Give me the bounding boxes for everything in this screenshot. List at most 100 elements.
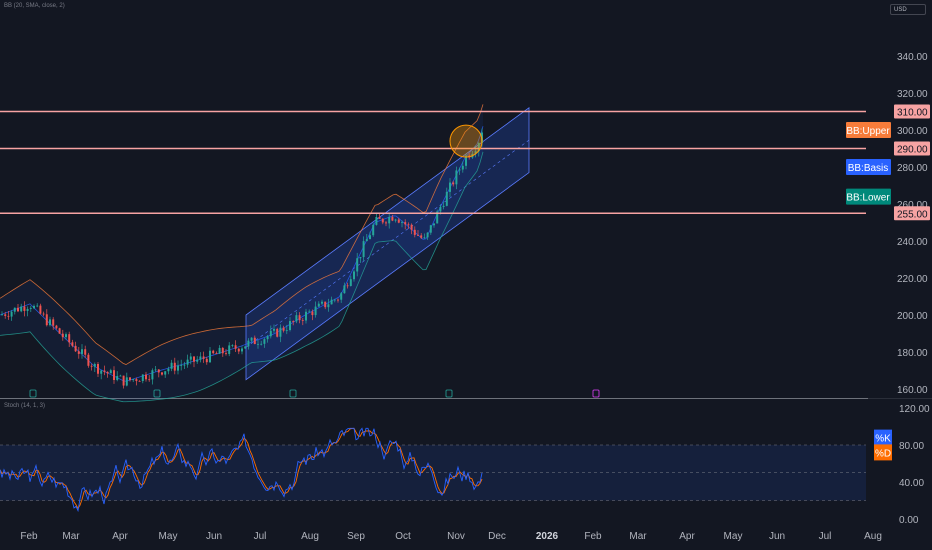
candle-body bbox=[327, 304, 330, 308]
event-marker bbox=[289, 389, 297, 398]
candle-body bbox=[212, 350, 215, 354]
candle-body bbox=[177, 365, 179, 371]
candle-body bbox=[295, 315, 298, 322]
level-price-tag bbox=[894, 141, 930, 156]
candle-body bbox=[218, 347, 221, 354]
candle-body bbox=[340, 293, 343, 300]
candle-body bbox=[7, 315, 10, 317]
candle-body bbox=[13, 307, 16, 312]
y-tick-label: 240.00 bbox=[897, 237, 928, 248]
candle-body bbox=[289, 321, 291, 331]
candle-body bbox=[356, 258, 359, 272]
level-price-label: 255.00 bbox=[897, 209, 928, 220]
candle-body bbox=[135, 379, 138, 381]
candle-body bbox=[301, 320, 304, 321]
candle-body bbox=[151, 370, 154, 380]
x-tick-label: Dec bbox=[488, 531, 506, 542]
band-tag bbox=[846, 159, 891, 175]
candle-body bbox=[52, 319, 55, 326]
candle-body bbox=[369, 235, 371, 240]
candle-body bbox=[337, 299, 339, 301]
candle-body bbox=[180, 365, 183, 366]
candle-body bbox=[311, 311, 314, 316]
candle-body bbox=[461, 165, 464, 170]
x-tick-label: Nov bbox=[447, 531, 465, 542]
stoch-y-tick-label: 40.00 bbox=[899, 478, 924, 489]
candle-body bbox=[161, 372, 163, 375]
candle-body bbox=[17, 307, 19, 312]
candle-body bbox=[266, 336, 269, 340]
channel-midline bbox=[245, 139, 530, 348]
candle-body bbox=[378, 216, 381, 219]
candle-body bbox=[279, 327, 282, 337]
x-tick-label: May bbox=[724, 531, 743, 542]
candle-body bbox=[23, 306, 26, 311]
candle-body bbox=[429, 225, 432, 233]
candle-body bbox=[148, 379, 151, 381]
candle-body bbox=[477, 143, 480, 152]
candle-body bbox=[445, 191, 448, 206]
candle-body bbox=[385, 222, 387, 224]
stoch-series-tag-label: %K bbox=[875, 434, 891, 445]
stoch-y-tick-label: 80.00 bbox=[899, 441, 924, 452]
event-marker bbox=[592, 389, 600, 398]
candle-body bbox=[90, 365, 93, 367]
candle-body bbox=[397, 219, 400, 223]
candle-body bbox=[103, 370, 106, 372]
y-tick-label: 340.00 bbox=[897, 52, 928, 63]
candle-body bbox=[113, 370, 115, 381]
level-price-tag bbox=[894, 206, 930, 221]
x-tick-label: Jun bbox=[206, 531, 222, 542]
x-tick-label: Apr bbox=[112, 531, 128, 542]
x-tick-label: Mar bbox=[629, 531, 647, 542]
band-tag-label: BB:Basis bbox=[848, 163, 889, 174]
candle-body bbox=[250, 337, 253, 341]
candle-body bbox=[119, 375, 122, 377]
bb-indicator-label[interactable]: BB (20, SMA, close, 2) bbox=[4, 3, 65, 9]
candle-body bbox=[452, 182, 455, 185]
candle-body bbox=[154, 369, 157, 371]
candle-body bbox=[55, 325, 58, 329]
stoch-y-tick-label: 0.00 bbox=[899, 515, 919, 526]
candle-body bbox=[333, 299, 336, 301]
bb-basis-line bbox=[0, 126, 484, 382]
candle-body bbox=[84, 349, 87, 355]
candle-body bbox=[157, 369, 160, 373]
candle-body bbox=[349, 279, 352, 286]
stoch-series-tag-label: %D bbox=[875, 448, 891, 459]
candle-body bbox=[45, 314, 48, 326]
candle-body bbox=[68, 334, 71, 343]
candle-body bbox=[257, 343, 259, 345]
currency-badge[interactable]: USD bbox=[890, 4, 926, 15]
candle-body bbox=[106, 371, 109, 374]
candle-body bbox=[394, 219, 397, 221]
x-tick-label: Jul bbox=[819, 531, 832, 542]
candle-body bbox=[205, 358, 208, 363]
candle-body bbox=[237, 348, 240, 352]
candle-body bbox=[71, 342, 74, 346]
candle-body bbox=[321, 301, 323, 304]
event-marker bbox=[445, 389, 453, 398]
band-tag bbox=[846, 188, 891, 205]
y-tick-label: 180.00 bbox=[897, 348, 928, 359]
candle-body bbox=[74, 345, 77, 352]
x-tick-label: Jul bbox=[254, 531, 267, 542]
y-tick-label: 200.00 bbox=[897, 311, 928, 322]
y-tick-label: 300.00 bbox=[897, 126, 928, 137]
y-tick-label: 320.00 bbox=[897, 89, 928, 100]
level-price-label: 310.00 bbox=[897, 108, 928, 119]
stoch-d-line bbox=[0, 427, 483, 510]
stoch-indicator-label[interactable]: Stoch (14, 1, 3) bbox=[4, 403, 46, 409]
candle-body bbox=[269, 330, 272, 337]
candle-body bbox=[423, 237, 426, 239]
candle-body bbox=[221, 347, 224, 354]
band-tag bbox=[846, 122, 891, 138]
x-tick-label: Apr bbox=[679, 531, 695, 542]
candle-body bbox=[209, 350, 211, 363]
candle-body bbox=[410, 224, 413, 230]
candle-body bbox=[100, 370, 103, 374]
x-tick-label: May bbox=[159, 531, 178, 542]
y-tick-label: 160.00 bbox=[897, 385, 928, 396]
candle-body bbox=[167, 368, 170, 372]
bb-upper-line bbox=[0, 104, 484, 365]
